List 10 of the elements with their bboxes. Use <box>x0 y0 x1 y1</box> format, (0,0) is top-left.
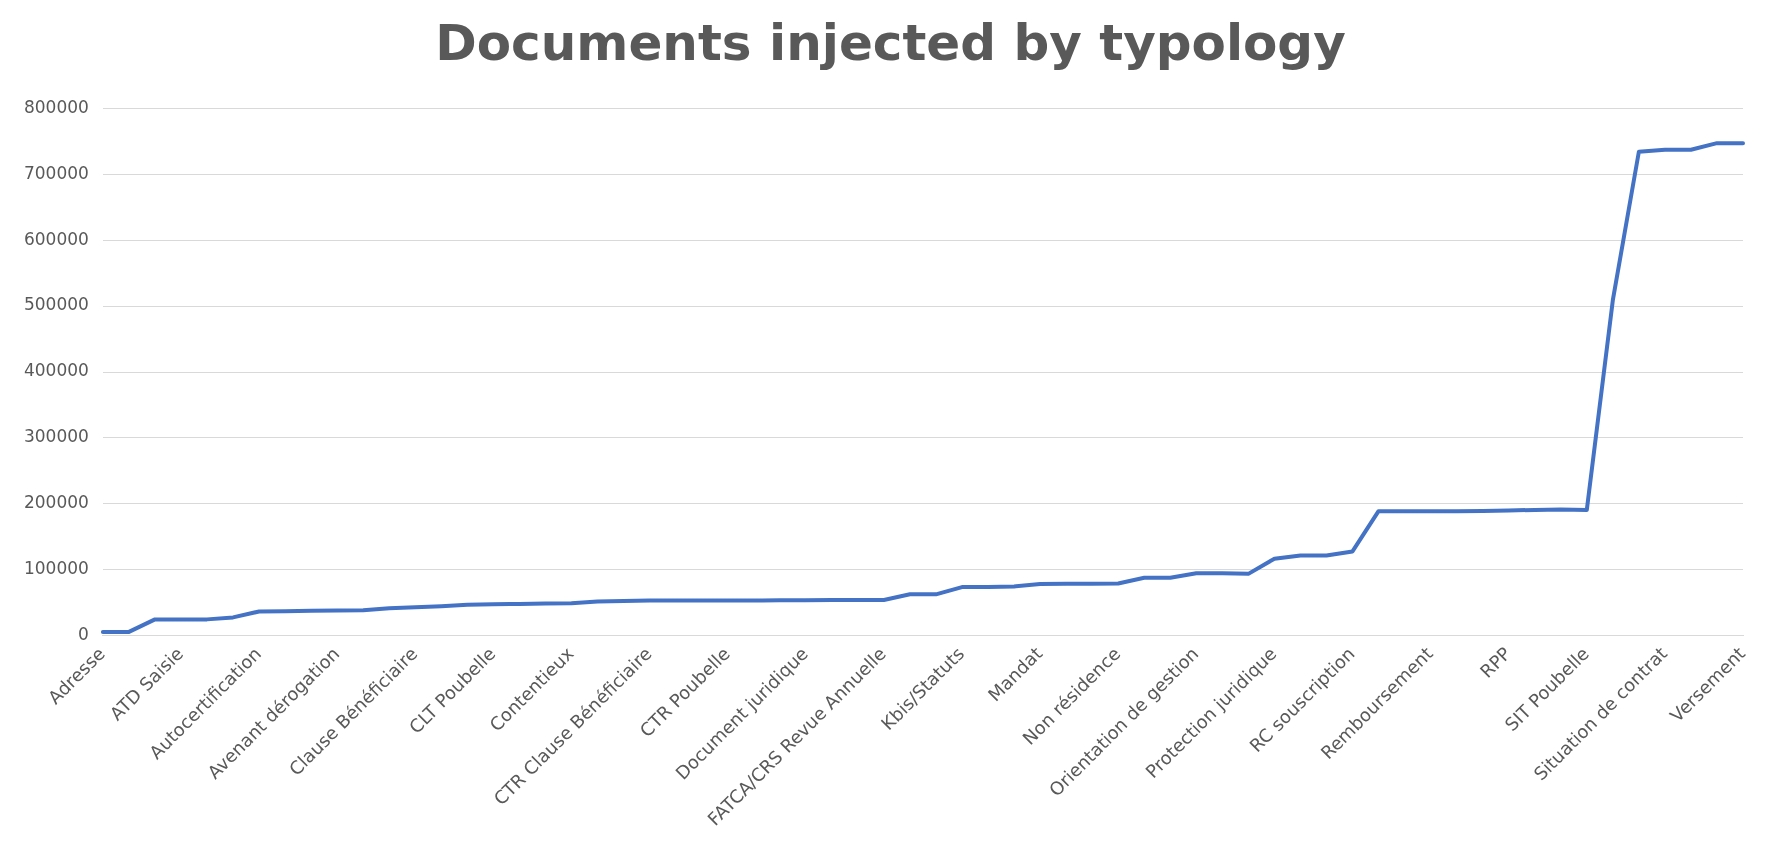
y-tick-label: 0 <box>78 624 89 645</box>
y-tick-label: 600000 <box>23 228 89 249</box>
y-tick-label: 500000 <box>23 294 89 315</box>
y-tick-label: 700000 <box>23 162 89 183</box>
y-tick-label: 400000 <box>23 360 89 381</box>
y-tick-label: 300000 <box>23 426 89 447</box>
y-tick-label: 100000 <box>23 558 89 579</box>
y-tick-label: 800000 <box>23 96 89 117</box>
y-tick-label: 200000 <box>23 492 89 513</box>
chart-title: Documents injected by typology <box>434 14 1347 74</box>
